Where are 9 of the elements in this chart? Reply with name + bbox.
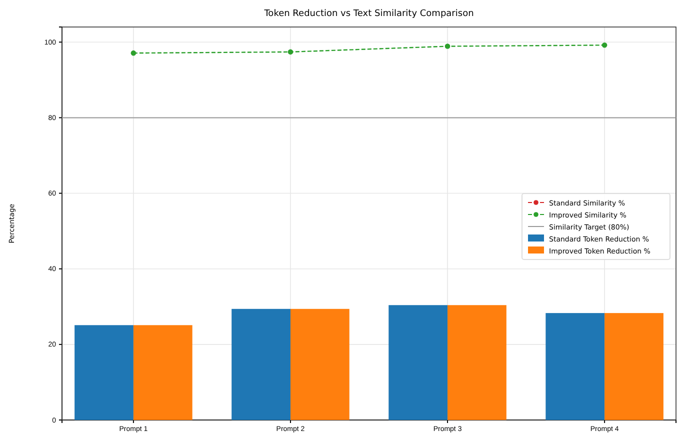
bar [133,325,192,420]
bar [448,305,506,420]
bar [546,313,605,420]
bar [232,308,290,420]
chart-title: Token Reduction vs Text Similarity Comparison [263,9,474,19]
bar [388,305,448,420]
bar [74,325,134,420]
bar [290,308,350,420]
bar [604,313,664,420]
